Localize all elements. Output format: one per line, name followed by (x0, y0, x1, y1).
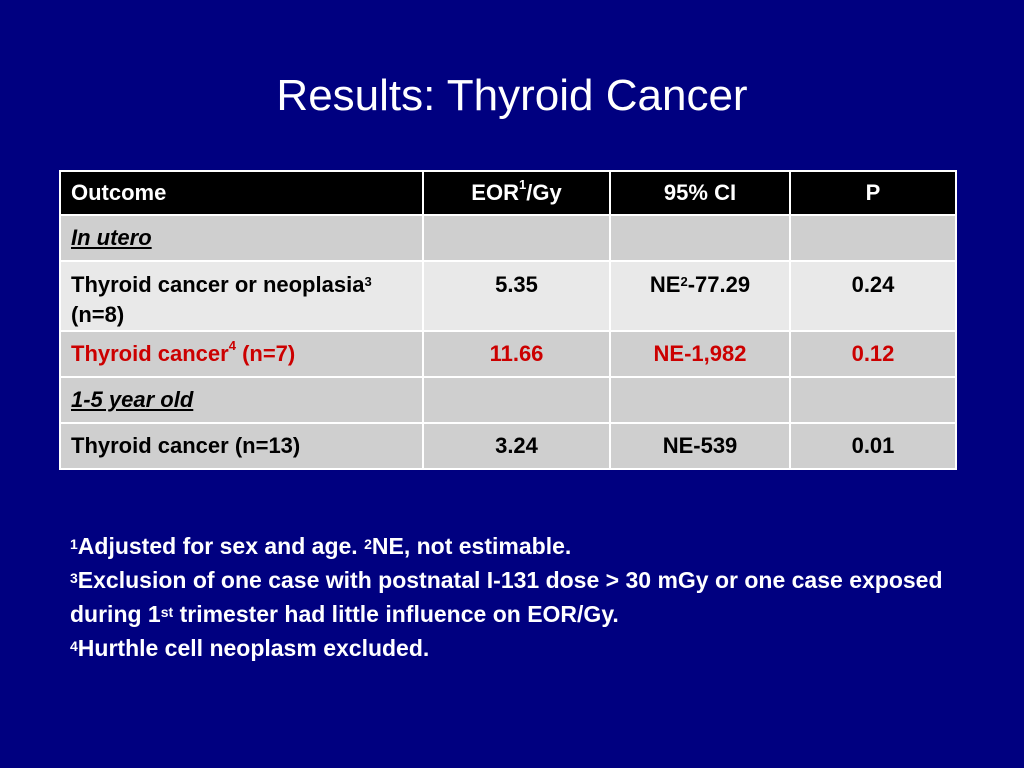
row-p: 0.12 (789, 330, 957, 378)
header-p: P (789, 170, 957, 216)
header-ci: 95% CI (609, 170, 791, 216)
footnote-3: 3Exclusion of one case with postnatal I-… (70, 567, 943, 627)
slide-title: Results: Thyroid Cancer (276, 71, 748, 120)
row-eor: 5.35 (422, 260, 611, 332)
row-outcome: Thyroid cancer (n=13) (59, 422, 424, 470)
row-ci: NE-539 (609, 422, 791, 470)
row-outcome: Thyroid cancer4 (n=7) (59, 330, 424, 378)
footnote-ref-1: 1 (518, 177, 527, 192)
section-label-in-utero: In utero (59, 214, 424, 262)
table-row-highlighted: Thyroid cancer4 (n=7) 11.66 NE-1,982 0.1… (59, 330, 957, 378)
row-eor: 11.66 (422, 330, 611, 378)
footnotes: 1Adjusted for sex and age. 2NE, not esti… (70, 529, 970, 665)
footnote-ref-3: 3 (364, 274, 372, 289)
row-ci: NE-1,982 (609, 330, 791, 378)
footnote-1-2: 1Adjusted for sex and age. 2NE, not esti… (70, 533, 572, 559)
table-row: Thyroid cancer or neoplasia3 (n=8) 5.35 … (59, 260, 957, 332)
table-header-row: Outcome EOR1/Gy 95% CI P (59, 170, 957, 216)
section-row-1-5-year-old: 1-5 year old (59, 376, 957, 424)
section-row-in-utero: In utero (59, 214, 957, 262)
results-table: Outcome EOR1/Gy 95% CI P In utero Thyroi… (59, 170, 957, 470)
footnote-ref-2: 2 (680, 274, 688, 289)
row-eor: 3.24 (422, 422, 611, 470)
row-ci: NE2-77.29 (609, 260, 791, 332)
header-eor: EOR1/Gy (422, 170, 611, 216)
row-p: 0.24 (789, 260, 957, 332)
footnote-ref-4: 4 (228, 338, 236, 353)
table-row: Thyroid cancer (n=13) 3.24 NE-539 0.01 (59, 422, 957, 470)
header-outcome: Outcome (59, 170, 424, 216)
row-outcome: Thyroid cancer or neoplasia3 (n=8) (59, 260, 424, 332)
row-p: 0.01 (789, 422, 957, 470)
footnote-4: 4Hurthle cell neoplasm excluded. (70, 635, 430, 661)
section-label-1-5-year-old: 1-5 year old (59, 376, 424, 424)
